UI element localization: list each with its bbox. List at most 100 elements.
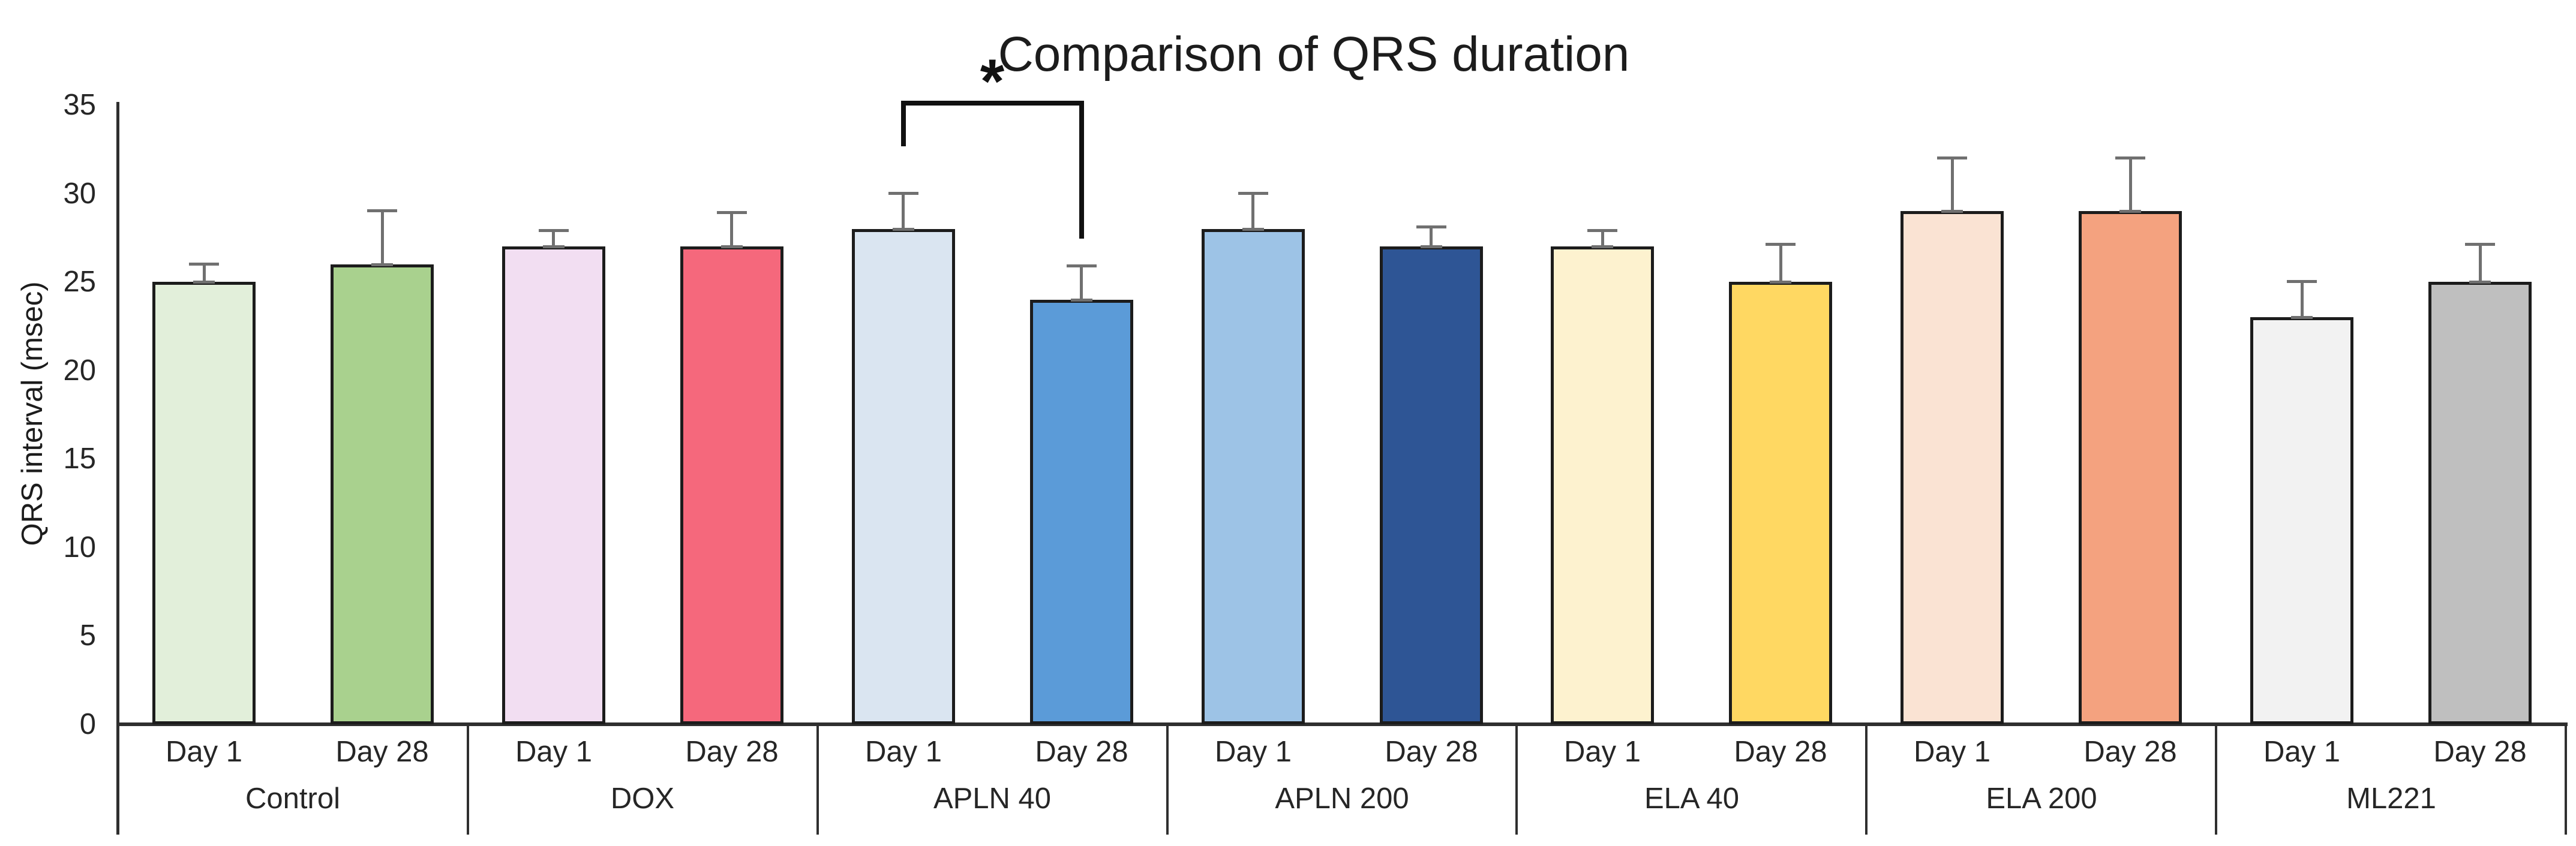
error-bar-line: [1951, 156, 1954, 211]
bar-control-day-1: [152, 282, 256, 724]
error-bar-line: [1779, 243, 1782, 282]
bar-ela-40-day-28: [1729, 282, 1832, 724]
bar-ml221-day-1: [2250, 317, 2353, 724]
error-bar-top-cap: [1067, 264, 1097, 267]
y-axis-title: QRS interval (msec): [16, 281, 49, 546]
x-label-control-day-28: Day 28: [335, 736, 429, 768]
bar-dox-day-1: [502, 246, 605, 724]
bar-ela-200-day-1: [1901, 211, 2004, 724]
x-label-control-day-1: Day 1: [165, 736, 242, 768]
significance-bracket-left-leg: [901, 101, 906, 146]
x-axis-line: [116, 722, 2568, 726]
group-label-ela-40: ELA 40: [1644, 782, 1740, 815]
error-bar-top-cap: [888, 192, 918, 195]
x-label-apln-200-day-1: Day 1: [1214, 736, 1292, 768]
bar-apln-200-day-28: [1380, 246, 1483, 724]
x-label-ela-40-day-28: Day 28: [1734, 736, 1827, 768]
error-bar-bottom-cap: [1071, 299, 1092, 302]
x-label-apln-40-day-1: Day 1: [864, 736, 942, 768]
group-label-ela-200: ELA 200: [1986, 782, 2097, 815]
bar-ml221-day-28: [2428, 282, 2532, 724]
y-tick-label-25: 25: [63, 266, 96, 298]
x-label-dox-day-1: Day 1: [515, 736, 592, 768]
group-label-apln-200: APLN 200: [1275, 782, 1409, 815]
group-separator: [467, 724, 469, 835]
group-separator: [2565, 724, 2567, 835]
error-bar-top-cap: [2465, 243, 2495, 246]
error-bar-bottom-cap: [2469, 281, 2491, 284]
error-bar-bottom-cap: [721, 245, 743, 248]
group-separator: [1166, 724, 1169, 835]
error-bar-bottom-cap: [893, 228, 914, 231]
error-bar-line: [552, 229, 555, 246]
significance-asterisk: *: [980, 47, 1005, 116]
group-separator: [2215, 724, 2217, 835]
error-bar-top-cap: [2115, 156, 2145, 159]
x-label-ela-200-day-28: Day 28: [2083, 736, 2177, 768]
bar-apln-40-day-28: [1030, 300, 1133, 724]
error-bar-line: [730, 211, 733, 246]
y-tick-label-10: 10: [63, 531, 96, 564]
y-tick-label-5: 5: [79, 619, 96, 652]
y-tick-label-35: 35: [63, 89, 96, 121]
x-label-ml221-day-28: Day 28: [2433, 736, 2527, 768]
error-bar-line: [1601, 229, 1604, 246]
x-label-ela-40-day-1: Day 1: [1563, 736, 1641, 768]
error-bar-bottom-cap: [2291, 316, 2313, 319]
y-tick-label-0: 0: [79, 708, 96, 740]
group-label-control: Control: [245, 782, 340, 815]
y-tick-label-20: 20: [63, 354, 96, 387]
x-label-apln-200-day-28: Day 28: [1385, 736, 1478, 768]
bar-apln-40-day-1: [852, 229, 955, 724]
error-bar-top-cap: [1587, 229, 1617, 232]
error-bar-line: [2479, 243, 2482, 282]
bar-ela-40-day-1: [1551, 246, 1654, 724]
error-bar-line: [1430, 225, 1433, 246]
group-label-ml221: ML221: [2346, 782, 2436, 815]
error-bar-bottom-cap: [1242, 228, 1264, 231]
significance-bracket-top: [901, 101, 1084, 106]
significance-bracket-right-leg: [1079, 101, 1084, 239]
error-bar-line: [381, 209, 384, 264]
error-bar-bottom-cap: [1421, 245, 1442, 248]
x-label-ela-200-day-1: Day 1: [1913, 736, 1990, 768]
x-label-dox-day-28: Day 28: [685, 736, 779, 768]
y-tick-label-15: 15: [63, 442, 96, 475]
error-bar-top-cap: [1766, 243, 1796, 246]
error-bar-bottom-cap: [1770, 281, 1791, 284]
group-separator: [816, 724, 819, 835]
x-label-apln-40-day-28: Day 28: [1035, 736, 1128, 768]
error-bar-line: [902, 192, 905, 229]
error-bar-line: [1080, 264, 1083, 300]
group-separator: [1865, 724, 1868, 835]
error-bar-top-cap: [1238, 192, 1268, 195]
bar-control-day-28: [331, 264, 434, 724]
error-bar-top-cap: [1937, 156, 1967, 159]
error-bar-top-cap: [1416, 225, 1446, 228]
error-bar-bottom-cap: [193, 281, 215, 284]
error-bar-top-cap: [539, 229, 569, 232]
y-axis-line: [116, 102, 119, 835]
error-bar-line: [203, 263, 206, 282]
error-bar-line: [2129, 156, 2132, 211]
error-bar-line: [1251, 192, 1254, 229]
error-bar-top-cap: [367, 209, 397, 212]
group-separator: [1515, 724, 1518, 835]
error-bar-bottom-cap: [543, 245, 565, 248]
group-label-apln-40: APLN 40: [933, 782, 1052, 815]
bar-ela-200-day-28: [2079, 211, 2182, 724]
error-bar-bottom-cap: [1592, 245, 1613, 248]
error-bar-top-cap: [2287, 280, 2317, 283]
error-bar-top-cap: [189, 263, 219, 266]
bar-apln-200-day-1: [1202, 229, 1305, 724]
error-bar-line: [2301, 280, 2304, 317]
error-bar-bottom-cap: [1941, 210, 1963, 213]
error-bar-top-cap: [717, 211, 747, 214]
bar-dox-day-28: [680, 246, 783, 724]
group-label-dox: DOX: [610, 782, 675, 815]
error-bar-bottom-cap: [371, 263, 393, 266]
chart-title: Comparison of QRS duration: [998, 27, 1630, 82]
group-separator: [117, 724, 119, 835]
error-bar-bottom-cap: [2119, 210, 2141, 213]
